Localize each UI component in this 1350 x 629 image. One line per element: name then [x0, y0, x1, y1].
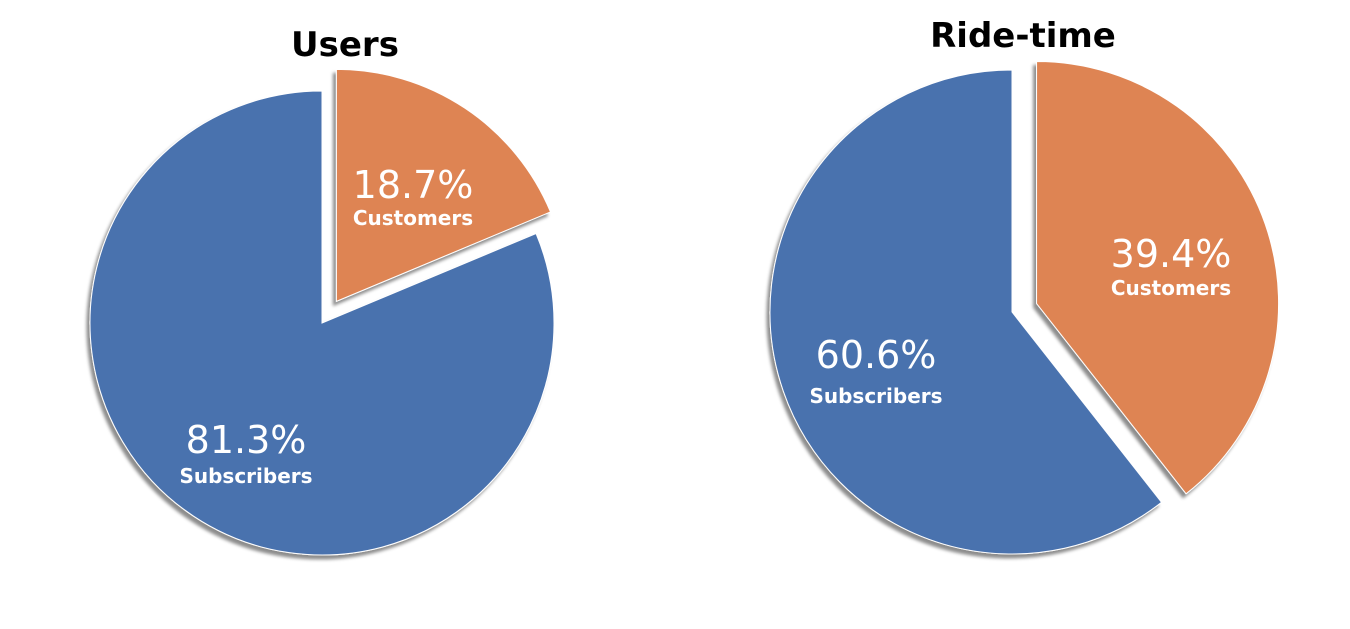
users-subscribers-slice	[89, 90, 555, 556]
ride-time-subscribers-percent-label: 60.6%	[816, 333, 937, 377]
users-subscribers-percent-label: 81.3%	[186, 418, 307, 462]
ride-time-customers-slice	[1036, 61, 1280, 495]
users-chart-title: Users	[291, 25, 399, 65]
ride-time-chart-title: Ride-time	[930, 16, 1116, 56]
users-customers-category-label: Customers	[353, 206, 473, 230]
users-customers-slice	[335, 68, 552, 303]
ride-time-pie-chart: Ride-time 39.4% Customers 60.6% Subscrib…	[769, 16, 1280, 555]
ride-time-customers-category-label: Customers	[1111, 276, 1231, 300]
ride-time-customers-percent-label: 39.4%	[1111, 232, 1232, 276]
users-pie-chart: Users 18.7% Customers 81.3% Subscribers	[89, 25, 555, 556]
users-subscribers-category-label: Subscribers	[179, 464, 312, 488]
ride-time-subscribers-slice	[769, 69, 1163, 555]
users-customers-percent-label: 18.7%	[353, 163, 474, 207]
ride-time-subscribers-category-label: Subscribers	[809, 384, 942, 408]
